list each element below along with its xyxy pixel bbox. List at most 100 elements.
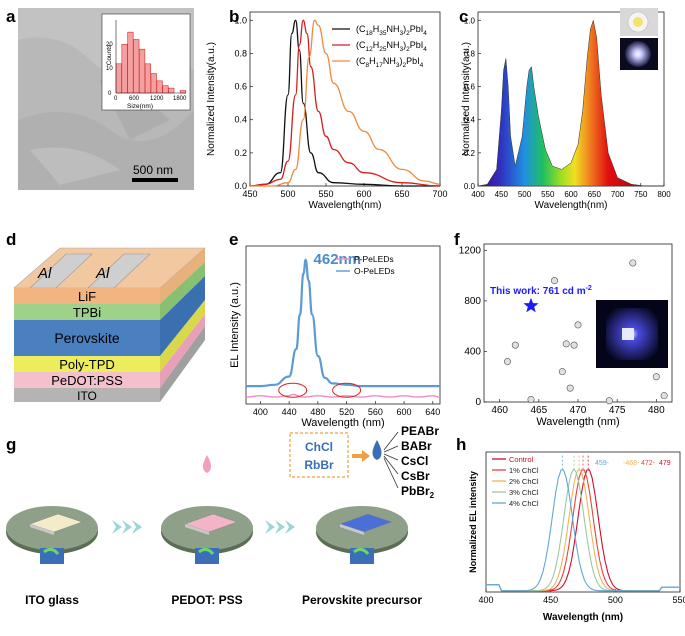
data-point-2 [527, 395, 535, 403]
additive-rbbr: RbBr [304, 458, 334, 472]
data-point-4 [558, 368, 566, 376]
x-tick-label: 465 [530, 405, 547, 416]
precursor-pbbr2: PbBr2 [401, 484, 435, 500]
histogram-bar [156, 80, 163, 94]
precursor-peabr: PEABr [401, 424, 439, 438]
x-tick-label: 450 [495, 190, 509, 199]
y-tick-label: 0.6 [234, 82, 247, 92]
x-tick-label: 400 [478, 595, 493, 605]
precursor-csbr: CsBr [401, 469, 430, 483]
substrate-pedot [161, 506, 253, 564]
x-tick-label: 500 [518, 190, 532, 199]
inset-ytick-20: 20 [106, 42, 113, 48]
y-tick-label: 1.0 [234, 15, 247, 25]
legend-label-0: Control [509, 455, 534, 464]
data-point-0 [503, 358, 511, 366]
arrow-chevrons-1 [112, 520, 142, 534]
y-axis-label: Normalized Intensity(a.u.) [461, 42, 472, 156]
x-tick-label: 550 [672, 595, 685, 605]
histogram-bar [115, 63, 122, 94]
data-point-7 [570, 341, 578, 349]
panel-f-chart: 460 465 470 475 480 0 400 800 1200 This work: 761… [459, 243, 673, 428]
layer-perovskite [14, 320, 160, 356]
data-point-11 [652, 373, 660, 381]
this-work-star [523, 297, 539, 313]
x-tick-label: 550 [318, 189, 333, 199]
peak-label-2: 472- [641, 460, 656, 467]
y-tick-label: 0.8 [234, 48, 247, 58]
layer-label-pedot: PeDOT:PSS [51, 373, 123, 388]
peak-label-1: -468- [623, 460, 640, 467]
panel-letter-h: h [456, 435, 466, 454]
layer-poly-tpd [14, 356, 160, 372]
series-line-1 [249, 19, 441, 187]
x-tick-label: 400 [471, 190, 485, 199]
x-tick-label: 450 [543, 595, 558, 605]
substrate-perovskite [316, 506, 408, 564]
data-point-5 [562, 340, 570, 348]
y-tick-label: 0.8 [464, 49, 476, 58]
x-axis-label: Wavelength (nm) [536, 416, 619, 428]
inset-xtick-600: 600 [129, 96, 140, 102]
y-tick-label: 0.0 [464, 182, 476, 191]
x-tick-label: 600 [564, 190, 578, 199]
precursor-droplet [372, 440, 382, 460]
device-pixel [622, 328, 634, 340]
histogram-bar [179, 90, 187, 94]
legend-label-2: (C8H17NH3)2PbI4 [356, 56, 424, 69]
x-tick-label: 640 [425, 407, 440, 417]
y-axis-label: EL Intensity (a.u.) [229, 282, 241, 368]
inset-xtick-1800: 1800 [173, 96, 187, 102]
panel-b-chart: 450 500 550 600 650 700 0.0 0.2 0.4 0.6 0.8 1.0 Wave… [206, 11, 448, 211]
histogram-bar [168, 87, 175, 94]
legend-label-1: (C12H25NH3)2PbI4 [356, 40, 427, 53]
scale-bar [132, 178, 178, 182]
y-tick-label: 0.6 [464, 83, 476, 92]
x-tick-label: 800 [657, 190, 671, 199]
led-photo-on [620, 38, 658, 70]
data-point-3 [550, 277, 558, 285]
legend-label-0: P-PeLEDs [354, 254, 394, 264]
x-tick-label: 700 [432, 189, 447, 199]
series-line-1 [246, 258, 440, 388]
additive-arrow [352, 450, 370, 462]
panel-letter-c: c [459, 7, 468, 26]
panel-letter-e: e [229, 230, 238, 249]
y-tick-label: 400 [464, 346, 481, 357]
scale-bar-label: 500 nm [133, 163, 173, 177]
histogram-bar [121, 44, 128, 94]
spectrum-area [477, 19, 664, 187]
layer-label-tpbi: TPBi [73, 305, 101, 320]
highlight-ellipse-2 [332, 382, 362, 398]
x-tick-label: 400 [253, 407, 268, 417]
inset-xtick-1200: 1200 [150, 96, 164, 102]
y-tick-label: 1200 [459, 245, 482, 256]
additive-chcl: ChCl [305, 440, 333, 454]
x-tick-label: 550 [541, 190, 555, 199]
x-tick-label: 500 [280, 189, 295, 199]
device-stack [13, 247, 206, 402]
y-tick-label: 0.4 [464, 116, 476, 125]
peak-label-0: 459- [595, 460, 610, 467]
x-tick-label: 475 [609, 405, 626, 416]
y-tick-label: 0.2 [464, 149, 476, 158]
layer-label-poly-tpd: Poly-TPD [59, 357, 115, 372]
peak-label-3: 479 [659, 460, 671, 467]
x-axis-label: Wavelength (nm) [543, 612, 623, 623]
inset-ylabel: Counts [106, 44, 113, 65]
additive-box [289, 432, 349, 478]
x-tick-label: 500 [608, 595, 623, 605]
series-line-4 [486, 469, 680, 592]
panel-letter-d: d [6, 230, 16, 249]
histogram-bar [162, 85, 169, 94]
histogram-bar [139, 48, 146, 94]
step-label-perovskite: Perovskite precursor [302, 593, 422, 607]
panel-letter-b: b [229, 7, 239, 26]
inset-xlabel: Size(nm) [127, 103, 153, 110]
data-point-12 [660, 392, 668, 400]
electrode-label-2: Al [95, 265, 110, 282]
x-tick-label: 650 [588, 190, 602, 199]
x-axis-label: Wavelength (nm) [301, 417, 384, 429]
x-tick-label: 600 [397, 407, 412, 417]
y-tick-label: 800 [464, 296, 481, 307]
